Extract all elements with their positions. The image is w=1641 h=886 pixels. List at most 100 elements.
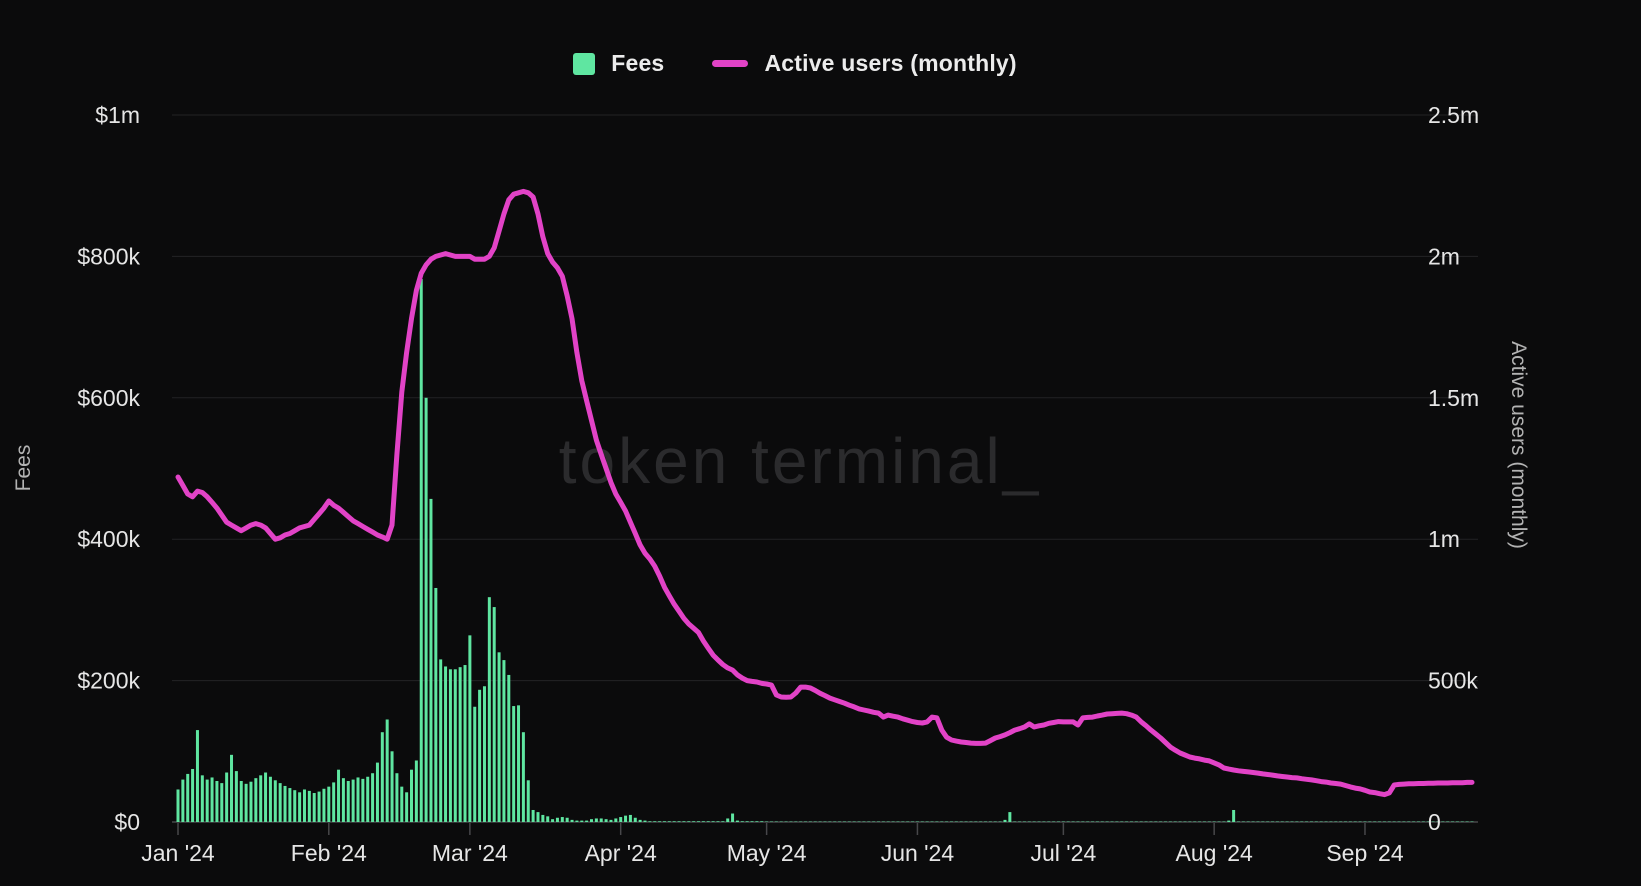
fee-bar[interactable] [740,821,744,822]
fee-bar[interactable] [439,659,443,822]
fee-bar[interactable] [298,792,302,822]
fee-bar[interactable] [239,780,243,822]
fee-bar[interactable] [375,762,379,822]
fee-bar[interactable] [176,789,180,822]
fee-bar[interactable] [259,775,263,822]
fee-bar[interactable] [1003,819,1007,822]
fee-bar[interactable] [662,821,666,822]
fee-bar[interactable] [337,769,341,822]
fee-bar[interactable] [575,820,579,822]
fee-bar[interactable] [225,772,229,822]
fee-bar[interactable] [380,732,384,822]
fee-bar[interactable] [414,760,418,822]
fee-bar[interactable] [346,780,350,822]
fee-bar[interactable] [697,821,701,822]
fee-bar[interactable] [599,818,603,822]
fee-bar[interactable] [750,821,754,822]
fee-bar[interactable] [254,778,258,822]
fee-bar[interactable] [497,652,501,822]
fee-bar[interactable] [609,819,613,822]
fee-bar[interactable] [195,730,199,822]
fee-bar[interactable] [692,821,696,822]
fee-bar[interactable] [585,820,589,822]
fee-bar[interactable] [546,816,550,822]
fee-bar[interactable] [667,821,671,822]
fee-bar[interactable] [745,821,749,822]
fees-bars[interactable] [176,279,1474,822]
fee-bar[interactable] [512,706,516,822]
fee-bar[interactable] [1227,820,1231,822]
fee-bar[interactable] [288,788,292,822]
fee-bar[interactable] [264,772,268,822]
fee-bar[interactable] [633,817,637,822]
fee-bar[interactable] [268,776,272,822]
fee-bar[interactable] [468,635,472,822]
fee-bar[interactable] [234,771,238,822]
fee-bar[interactable] [555,817,559,822]
fee-bar[interactable] [726,818,730,822]
fee-bar[interactable] [215,780,219,822]
fee-bar[interactable] [482,686,486,822]
fee-bar[interactable] [687,821,691,822]
fee-bar[interactable] [643,820,647,822]
fee-bar[interactable] [448,669,452,822]
fee-bar[interactable] [191,768,195,822]
fee-bar[interactable] [385,719,389,822]
fee-bar[interactable] [453,669,457,822]
fee-bar[interactable] [517,705,521,822]
fee-bar[interactable] [541,814,545,822]
active-users-path[interactable] [175,188,1475,798]
fee-bar[interactable] [390,751,394,822]
fee-bar[interactable] [711,821,715,822]
legend-item-active-users[interactable]: Active users (monthly) [712,50,1017,77]
fee-bar[interactable] [502,660,506,822]
fee-bar[interactable] [648,821,652,822]
fee-bar[interactable] [760,821,764,822]
fee-bar[interactable] [731,813,735,822]
fee-bar[interactable] [536,812,540,822]
fee-bar[interactable] [341,778,345,822]
fee-bar[interactable] [1232,809,1236,822]
fee-bar[interactable] [463,665,467,822]
fee-bar[interactable] [1008,812,1012,822]
fee-bar[interactable] [220,783,224,822]
fee-bar[interactable] [716,821,720,822]
fee-bar[interactable] [186,773,190,822]
fee-bar[interactable] [322,788,326,822]
fee-bar[interactable] [701,821,705,822]
fee-bar[interactable] [312,793,316,822]
fee-bar[interactable] [551,819,555,822]
fee-bar[interactable] [419,279,423,822]
legend-item-fees[interactable]: Fees [573,50,664,77]
fee-bar[interactable] [327,786,331,822]
fee-bar[interactable] [400,786,404,822]
fee-bar[interactable] [473,706,477,822]
fee-bar[interactable] [487,597,491,822]
fee-bar[interactable] [589,819,593,822]
fee-bar[interactable] [458,667,462,822]
fee-bar[interactable] [638,819,642,822]
fee-bar[interactable] [278,783,282,822]
fee-bar[interactable] [507,674,511,822]
fee-bar[interactable] [410,769,414,822]
fee-bar[interactable] [594,818,598,822]
fee-bar[interactable] [672,821,676,822]
fee-bar[interactable] [434,587,438,822]
fee-bar[interactable] [628,814,632,822]
fee-bar[interactable] [366,776,370,822]
fee-bar[interactable] [570,819,574,822]
fee-bar[interactable] [604,819,608,822]
fee-bar[interactable] [395,773,399,822]
fee-bar[interactable] [653,821,657,822]
fee-bar[interactable] [580,820,584,822]
fee-bar[interactable] [210,777,214,822]
fee-bar[interactable] [332,782,336,822]
fee-bar[interactable] [526,780,530,822]
fee-bar[interactable] [614,818,618,822]
fee-bar[interactable] [249,781,253,822]
fee-bar[interactable] [492,607,496,822]
fee-bar[interactable] [478,689,482,822]
fee-bar[interactable] [351,779,355,822]
active-users-line[interactable] [175,188,1475,798]
